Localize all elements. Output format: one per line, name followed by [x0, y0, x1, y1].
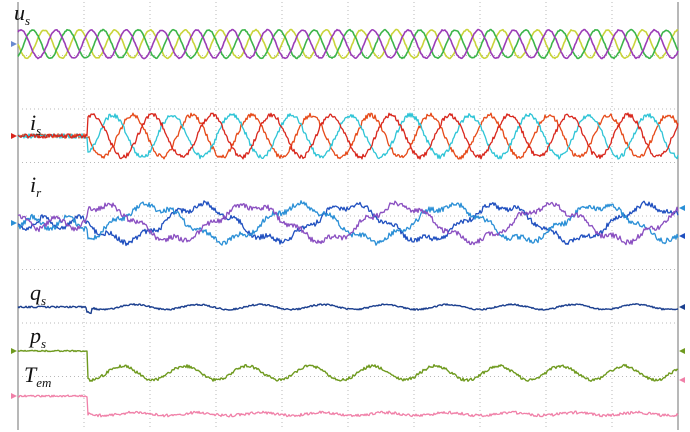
tem-line — [17, 394, 679, 418]
ir-ground-marker — [11, 220, 17, 226]
tem-right-marker — [679, 377, 685, 383]
is-phase-0-line — [17, 112, 679, 160]
ir-phase-2-line — [17, 200, 679, 246]
us-phase-1-line — [17, 28, 679, 60]
ir-phase-0-line — [17, 200, 679, 247]
svg-text:us: us — [14, 0, 30, 28]
waveform-traces — [11, 28, 685, 418]
qs-right-marker — [679, 304, 685, 310]
is-phase-2-line — [17, 112, 679, 160]
svg-text:is: is — [30, 110, 41, 138]
is-phase-1-line — [17, 112, 679, 160]
us-phase-2-line — [17, 28, 679, 60]
ir-phase-1-line — [17, 200, 679, 246]
ps-ground-marker — [11, 348, 17, 354]
trace-label-qs: qs — [30, 280, 46, 308]
tem-ground-marker — [11, 393, 17, 399]
svg-text:qs: qs — [30, 280, 46, 308]
ps-right-marker — [679, 348, 685, 354]
qs-line — [17, 303, 679, 315]
svg-text:Tem: Tem — [24, 362, 51, 390]
trace-label-ir: ir — [30, 172, 42, 200]
trace-label-is: is — [30, 110, 41, 138]
is-ground-marker — [11, 133, 17, 139]
trace-label-tem: Tem — [24, 362, 51, 390]
ps-line — [17, 349, 679, 382]
svg-text:ir: ir — [30, 172, 42, 200]
trace-label-ps: ps — [28, 323, 46, 351]
trace-label-us: us — [14, 0, 30, 28]
ir-right-marker-2 — [679, 233, 685, 239]
us-phase-0-line — [17, 28, 679, 60]
svg-text:ps: ps — [28, 323, 46, 351]
grid-lines — [17, 2, 679, 430]
us-ground-marker — [11, 41, 17, 47]
ir-right-marker-1 — [679, 205, 685, 211]
